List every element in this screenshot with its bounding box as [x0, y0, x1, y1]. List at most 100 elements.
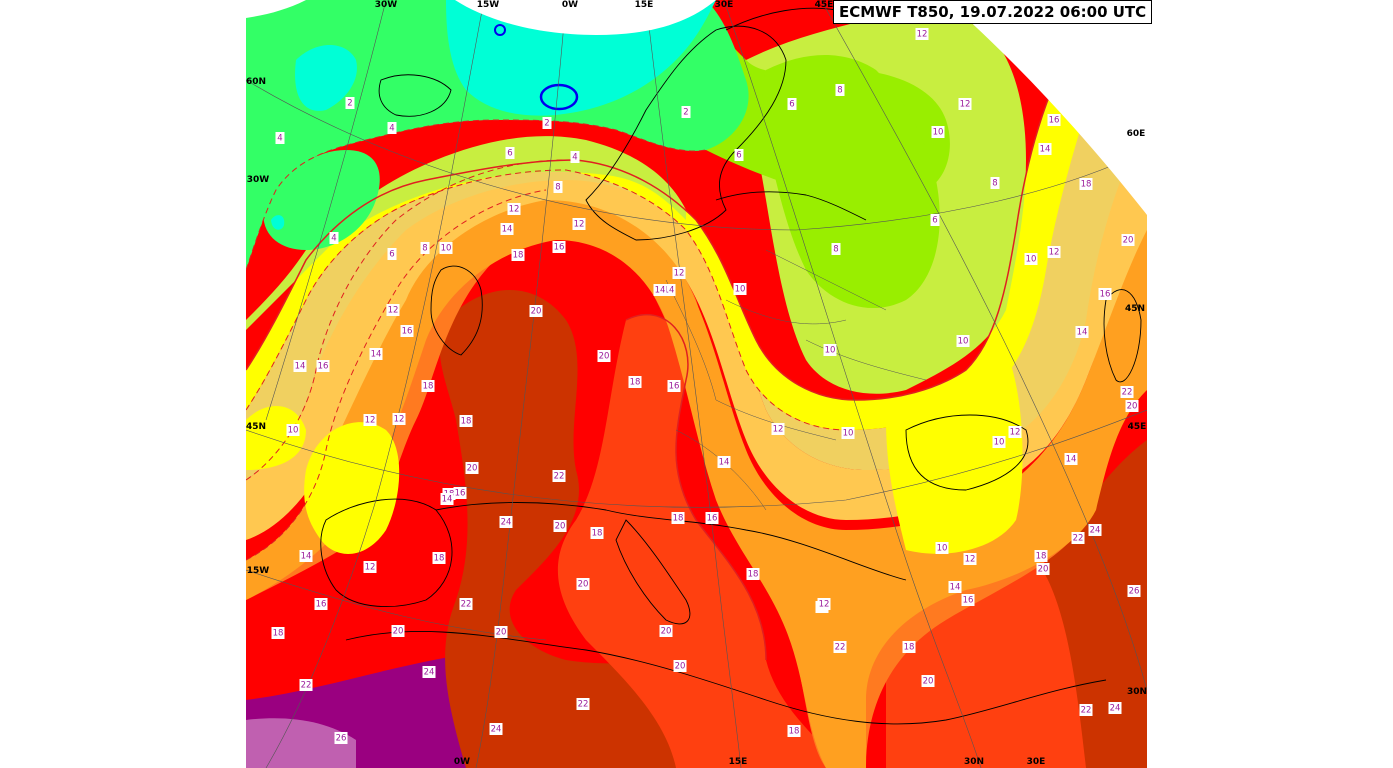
contour-label-bg	[286, 424, 300, 436]
contour-label-bg	[1120, 386, 1134, 398]
contour-label-c31: 6	[930, 214, 940, 226]
contour-label-bg	[915, 28, 929, 40]
contour-label-text: 20	[578, 580, 589, 590]
contour-label-c51: 24	[499, 516, 513, 528]
contour-label-c59: 14	[299, 550, 313, 562]
contour-label-text: 22	[301, 681, 312, 691]
contour-label-text: 20	[599, 352, 610, 362]
contour-label-text: 6	[789, 100, 794, 110]
contour-label-c66: 24	[422, 666, 436, 678]
contour-label-text: 10	[994, 438, 1005, 448]
contour-label-text: 6	[507, 149, 512, 159]
contour-label-c27: 16	[1047, 114, 1061, 126]
contour-label-bg	[1008, 426, 1022, 438]
contour-label-c55: 18	[590, 527, 604, 539]
contour-label-bg	[628, 376, 642, 388]
contour-label-c77: 10	[935, 542, 949, 554]
contour-label-c99: 22	[1120, 386, 1134, 398]
coast-blacksea	[905, 414, 1029, 491]
contour-label-text: 14	[1077, 328, 1088, 338]
contour-label-c68: 24	[489, 723, 503, 735]
contour-label-text: 14	[295, 362, 306, 372]
contour-label-bg	[1034, 550, 1048, 562]
filled-bands	[246, 0, 1147, 768]
contour-label-text: 14	[301, 552, 312, 562]
grid-label-30e-bottom: 30E	[1027, 757, 1046, 767]
contour-label-text: 18	[1036, 552, 1047, 562]
meridian-15e	[645, 0, 742, 768]
contour-label-c22: 6	[734, 149, 744, 161]
grid-label-60n: 60N	[246, 77, 266, 87]
contour-label-text: 18	[904, 643, 915, 653]
contour-label-bg	[1127, 585, 1141, 597]
contour-label-c98: 20	[1125, 400, 1139, 412]
contour-label-bg	[459, 598, 473, 610]
contour-label-bg	[958, 98, 972, 110]
contour-label-bg	[787, 725, 801, 737]
grid-label-45e-right: 45E	[1128, 422, 1147, 432]
contour-label-c16: 16	[400, 325, 414, 337]
contour-label-c28: 14	[1038, 143, 1052, 155]
contour-label-bg	[1036, 563, 1050, 575]
contour-label-c23: 6	[787, 98, 797, 110]
contour-label-bg	[576, 698, 590, 710]
contour-label-c33: 10	[1024, 253, 1038, 265]
contour-label-bg	[1038, 143, 1052, 155]
contour-label-c62: 20	[391, 625, 405, 637]
contour-label-bg	[386, 304, 400, 316]
contour-label-bg	[299, 679, 313, 691]
contour-label-c64: 20	[494, 626, 508, 638]
contour-label-c3: 4	[387, 122, 397, 134]
contour-label-c52: 18	[671, 512, 685, 524]
grid-label-60e-right: 60E	[1127, 129, 1146, 139]
grid-label-30e-top: 30E	[715, 0, 734, 10]
contour-label-c17: 14	[369, 348, 383, 360]
contour-dash-16	[246, 189, 547, 561]
contour-label-c40: 10	[733, 283, 747, 295]
contour-label-c69: 20	[659, 625, 673, 637]
band-6-east	[762, 55, 940, 309]
contour-label-text: 24	[424, 668, 435, 678]
contour-label-c90: 20	[921, 675, 935, 687]
contour-label-c34: 12	[1047, 246, 1061, 258]
contour-dash-6	[246, 119, 707, 271]
contour-label-text: 6	[736, 151, 741, 161]
contour-label-c85: 26	[1127, 585, 1141, 597]
grid-label-15e-bottom: 15E	[729, 757, 748, 767]
contour-label-c80: 16	[961, 594, 975, 606]
contour-label-text: 14	[1040, 145, 1051, 155]
contour-label-text: 18	[1081, 180, 1092, 190]
contour-label-text: 14	[1066, 455, 1077, 465]
contour-label-text: 20	[531, 307, 542, 317]
contour-label-bg	[507, 203, 521, 215]
contour-label-text: 22	[1073, 534, 1084, 544]
contour-label-bg	[275, 132, 285, 144]
band-28	[246, 718, 356, 768]
contour-label-c5: 2	[681, 106, 691, 118]
contour-label-bg	[453, 487, 467, 499]
grid-label-30w-left: 30W	[247, 175, 270, 185]
contour-label-bg	[572, 218, 586, 230]
contour-label-bg	[1079, 178, 1093, 190]
contour-label-bg	[542, 117, 552, 129]
contour-label-bg	[511, 249, 525, 261]
contour-label-c71: 10	[992, 436, 1006, 448]
coast-italy	[615, 519, 691, 625]
contour-label-bg	[293, 360, 307, 372]
outside-domain-top-left	[246, 0, 306, 18]
contour-label-bg	[329, 232, 339, 244]
band-2-sw	[271, 215, 285, 230]
contour-label-c56: 20	[553, 520, 567, 532]
contour-label-text: 20	[555, 522, 566, 532]
contour-label-text: 4	[277, 134, 282, 144]
coast-scandinavia	[585, 25, 787, 241]
grid-label-0w-top: 0W	[562, 0, 578, 10]
contour-label-text: 22	[835, 643, 846, 653]
contour-label-c79: 14	[948, 581, 962, 593]
grid-label-45e-top: 45E	[815, 0, 834, 10]
contour-label-c86: 18	[746, 568, 760, 580]
contour-label-text: 12	[773, 425, 784, 435]
contour-label-c38: 20	[529, 305, 543, 317]
contour-label-c88: 24	[1108, 702, 1122, 714]
contour-label-c48: 18	[459, 415, 473, 427]
